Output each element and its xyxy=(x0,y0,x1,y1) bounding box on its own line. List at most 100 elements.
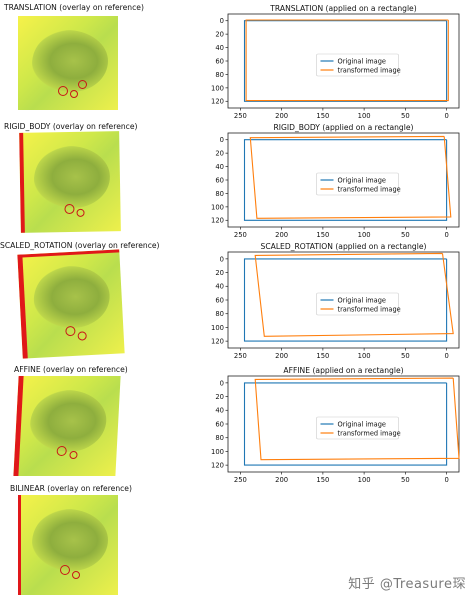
y-tick-label: 120 xyxy=(211,98,224,106)
watermark: 知乎 @Treasure琛 xyxy=(348,577,466,592)
legend-label: transformed image xyxy=(338,429,401,437)
red-mark xyxy=(72,571,80,579)
legend-label: Original image xyxy=(338,420,386,428)
x-tick-label: 0 xyxy=(444,476,448,484)
x-tick-label: 150 xyxy=(316,231,329,239)
legend-label: transformed image xyxy=(338,305,401,313)
brain-shape xyxy=(33,145,111,209)
scaled-rotation-chart: SCALED_ROTATION (applied on a rectangle)… xyxy=(211,242,460,360)
transformed-image-line xyxy=(254,252,454,337)
x-tick-label: 0 xyxy=(444,112,448,120)
x-tick-label: 200 xyxy=(275,476,288,484)
original-image-line xyxy=(243,20,448,102)
y-tick-label: 60 xyxy=(215,57,224,65)
legend-label: transformed image xyxy=(338,66,401,74)
y-tick-label: 40 xyxy=(215,44,224,52)
y-tick-label: 100 xyxy=(211,203,224,211)
overlay-image-rigid-body xyxy=(19,131,121,233)
panel-title-translation: TRANSLATION (overlay on reference) xyxy=(4,3,144,12)
panel-title-rigid-body: RIGID_BODY (overlay on reference) xyxy=(4,122,138,131)
x-tick-label: 200 xyxy=(275,112,288,120)
y-tick-label: 20 xyxy=(215,269,224,277)
y-tick-label: 120 xyxy=(211,338,224,346)
affine-chart: AFFINE (applied on a rectangle)250 200 150… xyxy=(211,366,460,484)
brain-shape xyxy=(28,390,108,452)
x-tick-label: 250 xyxy=(234,231,247,239)
red-mark xyxy=(56,446,67,456)
y-tick-label: 0 xyxy=(220,136,224,144)
brain-shape xyxy=(32,509,108,571)
panel-title-affine: AFFINE (overlay on reference) xyxy=(14,365,128,374)
legend-label: transformed image xyxy=(338,185,401,193)
x-tick-label: 150 xyxy=(316,476,329,484)
y-tick-label: 0 xyxy=(220,255,224,263)
y-tick-label: 0 xyxy=(220,17,224,25)
legend-box xyxy=(316,416,399,440)
red-mark xyxy=(78,80,87,89)
y-tick-label: 80 xyxy=(215,190,224,198)
red-edge xyxy=(17,254,28,359)
x-tick-label: 150 xyxy=(316,112,329,120)
x-tick-label: 100 xyxy=(358,352,371,360)
x-tick-label: 250 xyxy=(234,352,247,360)
x-tick-label: 50 xyxy=(401,352,410,360)
y-tick-label: 100 xyxy=(211,84,224,92)
red-mark xyxy=(70,90,78,98)
transformed-image-line xyxy=(245,19,449,102)
panel-title-scaled-rotation: SCALED_ROTATION (overlay on reference) xyxy=(0,241,160,250)
x-tick-label: 50 xyxy=(401,476,410,484)
y-tick-label: 120 xyxy=(211,462,224,470)
red-mark xyxy=(58,86,68,96)
overlay-image-scaled-rotation xyxy=(17,249,125,359)
y-tick-label: 40 xyxy=(215,407,224,415)
panel-title-bilinear: BILINEAR (overlay on reference) xyxy=(10,484,132,493)
red-mark xyxy=(69,451,78,459)
brain-shape xyxy=(32,264,112,330)
x-tick-label: 0 xyxy=(444,352,448,360)
x-tick-label: 250 xyxy=(234,112,247,120)
red-mark xyxy=(77,331,87,341)
y-tick-label: 100 xyxy=(211,448,224,456)
red-edge xyxy=(19,132,25,233)
x-tick-label: 250 xyxy=(234,476,247,484)
y-tick-label: 20 xyxy=(215,150,224,158)
legend-label: Original image xyxy=(338,57,386,65)
y-tick-label: 40 xyxy=(215,163,224,171)
overlay-image-affine xyxy=(13,376,121,476)
original-image-line xyxy=(243,139,448,221)
x-tick-label: 100 xyxy=(358,231,371,239)
x-tick-label: 100 xyxy=(358,112,371,120)
x-tick-label: 200 xyxy=(275,352,288,360)
x-tick-label: 150 xyxy=(316,352,329,360)
rigid-body-chart: RIGID_BODY (applied on a rectangle) 250 20… xyxy=(211,123,460,239)
legend-box xyxy=(316,172,399,196)
legend-box xyxy=(316,292,399,316)
x-tick-label: 50 xyxy=(401,231,410,239)
translation-chart: TRANSLATION (applied on a rectangle) 250 2… xyxy=(211,4,460,120)
y-tick-label: 80 xyxy=(215,71,224,79)
transformed-image-line xyxy=(249,135,452,219)
x-tick-label: 0 xyxy=(444,231,448,239)
chart-title: SCALED_ROTATION (applied on a rectangle) xyxy=(261,242,427,251)
chart-title: RIGID_BODY (applied on a rectangle) xyxy=(274,123,414,132)
legend-label: Original image xyxy=(338,176,386,184)
y-tick-label: 20 xyxy=(215,31,224,39)
y-tick-label: 80 xyxy=(215,310,224,318)
legend-label: Original image xyxy=(338,296,386,304)
x-tick-label: 50 xyxy=(401,112,410,120)
red-edge xyxy=(18,495,21,595)
y-tick-label: 60 xyxy=(215,176,224,184)
overlay-image-bilinear xyxy=(18,495,118,595)
overlay-image-translation xyxy=(18,16,118,110)
red-mark xyxy=(65,325,76,337)
y-tick-label: 60 xyxy=(215,296,224,304)
y-tick-label: 60 xyxy=(215,420,224,428)
red-mark xyxy=(60,565,70,575)
y-tick-label: 100 xyxy=(211,324,224,332)
red-mark xyxy=(76,208,85,217)
original-image-line xyxy=(243,382,448,466)
red-edge xyxy=(17,249,120,258)
x-tick-label: 100 xyxy=(358,476,371,484)
y-tick-label: 0 xyxy=(220,379,224,387)
brain-shape xyxy=(32,30,108,92)
